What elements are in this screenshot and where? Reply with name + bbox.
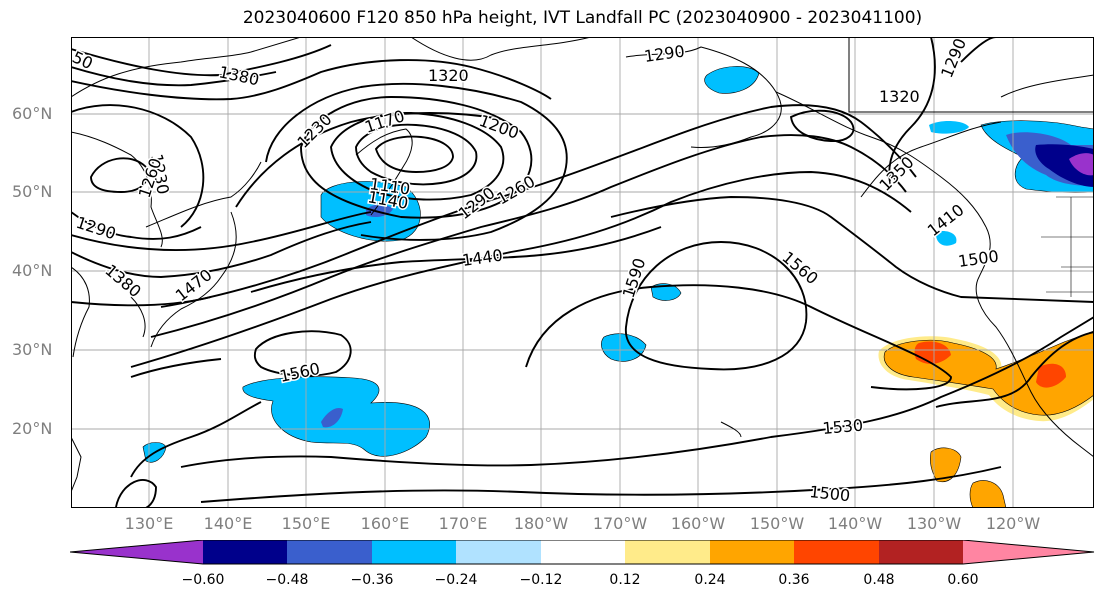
lon-label-150e: 150°E	[281, 514, 331, 533]
colorbar-tick: 0.24	[694, 572, 726, 588]
colorbar-tick: 0.36	[778, 572, 810, 588]
colorbar-outline	[70, 540, 1095, 565]
map-title: 2023040600 F120 850 hPa height, IVT Land…	[242, 8, 923, 28]
colorbar-tick: 0.12	[609, 572, 641, 588]
colorbar-segment	[203, 540, 287, 564]
colorbar-tick: −0.48	[265, 572, 309, 588]
colorbar-tick: 0.48	[863, 572, 895, 588]
lon-label-170e: 170°E	[438, 514, 488, 533]
lon-label-120w: 120°W	[985, 514, 1041, 533]
lon-label-130e: 130°E	[124, 514, 174, 533]
lon-label-140w: 140°W	[827, 514, 883, 533]
lon-label-140e: 140°E	[203, 514, 253, 533]
lon-label-180w: 180°W	[513, 514, 569, 533]
colorbar-segment	[879, 540, 963, 564]
colorbar	[70, 540, 1095, 565]
lat-label-50n: 50°N	[12, 182, 53, 201]
political-borders	[1041, 196, 1094, 297]
colorbar-tick: −0.24	[434, 572, 478, 588]
lon-label-130w: 130°W	[906, 514, 962, 533]
lon-label-160e: 160°E	[360, 514, 410, 533]
lon-label-170w: 170°W	[592, 514, 648, 533]
map-panel: 50 1380 1320 1290 1290 1230 1170 1200 13…	[71, 37, 1094, 508]
ivt-shading	[142, 66, 1094, 508]
map-frame	[71, 37, 1094, 508]
lat-label-20n: 20°N	[12, 419, 53, 438]
colorbar-segment	[541, 540, 625, 564]
contour-label: 1500	[809, 482, 851, 505]
colorbar-segment	[794, 540, 879, 564]
lon-label-150w: 150°W	[749, 514, 805, 533]
lat-label-30n: 30°N	[12, 340, 53, 359]
colorbar-segment	[287, 540, 372, 564]
colorbar-tick: −0.12	[519, 572, 563, 588]
colorbar-segment	[963, 540, 1094, 564]
colorbar-segment	[625, 540, 710, 564]
coastlines	[71, 37, 1094, 493]
height-contours	[71, 37, 1094, 508]
colorbar-tick: −0.60	[181, 572, 225, 588]
lat-label-40n: 40°N	[12, 261, 53, 280]
colorbar-segment	[456, 540, 541, 564]
graticule	[71, 37, 1094, 508]
contour-label: 1530	[822, 416, 864, 438]
contour-label: 1290	[643, 41, 686, 65]
colorbar-tick: −0.36	[350, 572, 394, 588]
colorbar-segment	[710, 540, 794, 564]
colorbar-segment	[70, 540, 203, 564]
map-background	[71, 37, 1094, 508]
colorbar-tick: 0.60	[947, 572, 979, 588]
contour-label: 1320	[428, 66, 469, 85]
contour-label: 1320	[879, 87, 920, 106]
lat-label-60n: 60°N	[12, 104, 53, 123]
lon-label-160w: 160°W	[670, 514, 726, 533]
colorbar-segment	[372, 540, 456, 564]
